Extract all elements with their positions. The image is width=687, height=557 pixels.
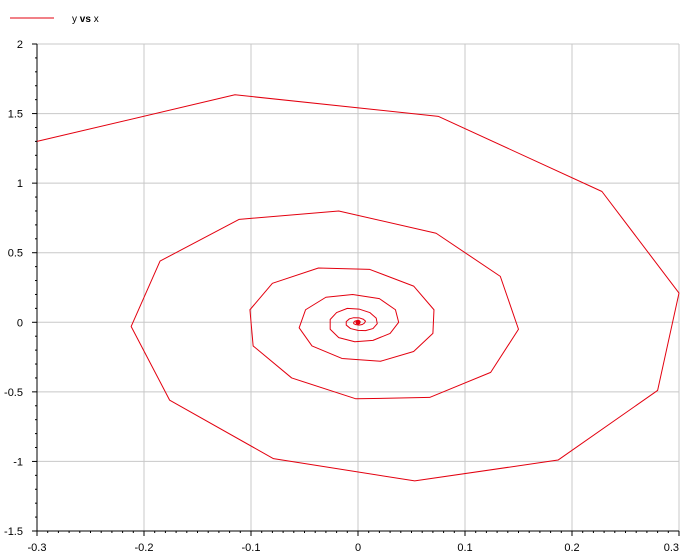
y-tick-label-2: -0.5 <box>4 387 23 399</box>
legend: y vs x <box>10 14 99 25</box>
legend-series-x: x <box>94 14 99 25</box>
x-tick-label-1: -0.2 <box>135 542 154 554</box>
y-tick-label-1: -1 <box>13 456 23 468</box>
x-tick-label-6: 0.3 <box>664 542 679 554</box>
x-tick-label-0: -0.3 <box>28 542 47 554</box>
y-tick-label-5: 1 <box>17 178 23 190</box>
legend-series-vs: vs <box>80 14 92 25</box>
y-tick-label-0: -1.5 <box>4 526 23 538</box>
y-tick-label-4: 0.5 <box>8 248 23 260</box>
y-tick-label-7: 2 <box>17 39 23 51</box>
legend-series-y: y <box>72 14 77 25</box>
x-tick-label-3: 0 <box>355 542 361 554</box>
legend-label: y vs x <box>72 14 99 25</box>
y-tick-label-6: 1.5 <box>8 109 23 121</box>
y-axis-ticks: -1.5 -1 -0.5 0 0.5 1 1.5 2 <box>4 39 37 538</box>
x-tick-label-5: 0.2 <box>564 542 579 554</box>
grid-lines <box>36 43 680 532</box>
x-tick-label-2: -0.1 <box>242 542 261 554</box>
x-axis-ticks: -0.3 -0.2 -0.1 0 0.1 0.2 0.3 <box>28 531 680 554</box>
y-tick-label-3: 0 <box>17 317 23 329</box>
series-group <box>36 94 680 482</box>
x-tick-label-4: 0.1 <box>457 542 472 554</box>
series-end-point-0 <box>355 319 361 325</box>
series-line-0 <box>36 94 680 482</box>
